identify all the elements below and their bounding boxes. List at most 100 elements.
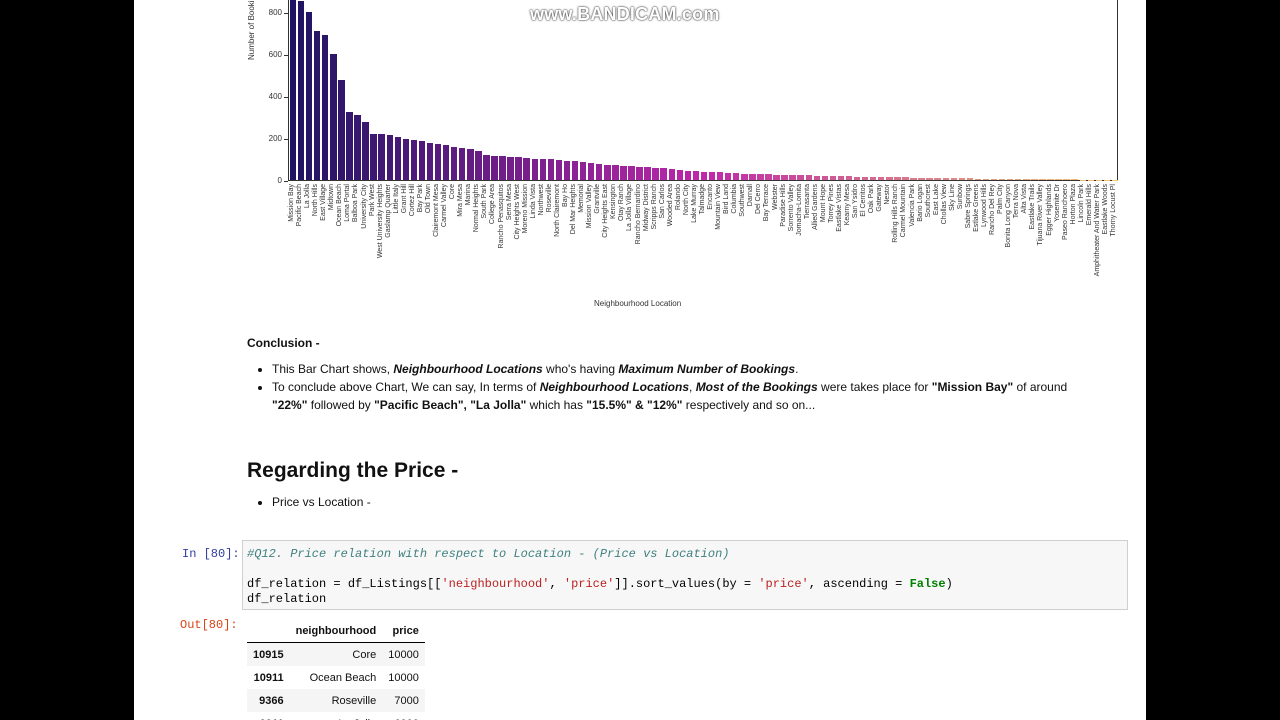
column-header: price (382, 619, 425, 643)
bar-62 (781, 174, 788, 180)
section-bullet: Price vs Location - (272, 493, 1117, 511)
x-tick-label: San Ysidro (852, 184, 860, 219)
x-tick-label: Rancho Del Rey (989, 184, 997, 235)
x-tick-label: Palm City (997, 184, 1005, 214)
bar-47 (660, 168, 667, 180)
bar-15 (402, 138, 410, 180)
row-index: 10915 (253, 648, 284, 661)
x-tick-label: Carmel Mountain (900, 184, 908, 238)
bar-72 (861, 176, 869, 180)
bar-78 (910, 177, 917, 180)
text: who's having (542, 362, 619, 376)
bar-69 (837, 176, 845, 180)
x-tick-label: Jomacha-Lomita (795, 184, 803, 236)
input-prompt: In [80]: (182, 547, 240, 561)
x-tick-label: Eastlake Vistas (835, 184, 843, 232)
x-tick-label: Pacific Beach (296, 184, 304, 227)
x-tick-label: Sabre Springs (964, 184, 972, 229)
code: ) (945, 577, 953, 591)
y-tick-label: 800 (268, 7, 282, 17)
x-tick-label: Bonita Long Canyon (1005, 184, 1013, 248)
code-line: df_relation = df_Listings[['neighbourhoo… (247, 577, 1123, 592)
bar-67 (821, 175, 829, 180)
bar-85 (966, 178, 974, 180)
recording-watermark: www.BANDICAM.com (530, 4, 720, 24)
cell: La Jolla (290, 712, 383, 720)
code: , (549, 577, 564, 591)
bar-28 (507, 156, 514, 180)
x-tick-label: Torrey Pines (827, 184, 835, 223)
x-tick-label: Kearny Mesa (844, 184, 852, 226)
y-tick-mark (284, 181, 288, 182)
text: of around (1013, 380, 1068, 394)
x-tick-label: Roseville (545, 184, 553, 213)
bar-20 (442, 144, 450, 180)
bar-42 (620, 165, 627, 180)
bar-41 (612, 165, 619, 180)
bar-4 (313, 30, 321, 180)
x-tick-label: Thorny Locust Pl (1109, 184, 1117, 237)
bar-48 (668, 169, 675, 180)
code-comment: #Q12. Price relation with respect to Loc… (247, 547, 730, 561)
bar-50 (684, 170, 692, 180)
em-text: Maximum Number of Bookings (618, 362, 796, 376)
x-tick-label: Moreno Mission (521, 184, 529, 234)
conclusion-heading: Conclusion - (247, 336, 320, 350)
x-tick-label: Sunbow (956, 184, 964, 210)
x-tick-label: Allied Gardens (811, 184, 819, 230)
x-tick-label: College Area (489, 184, 497, 225)
x-tick-label: Webster (771, 184, 779, 210)
x-tick-label: Paseo Ranchoero (1061, 184, 1069, 241)
bar-8 (346, 111, 353, 180)
em-text: Most of the Bookings (695, 380, 818, 394)
text: followed by (307, 398, 375, 412)
y-tick-label: 400 (268, 91, 282, 101)
bar-33 (547, 159, 555, 180)
y-tick-label: 200 (268, 133, 282, 143)
bar-13 (386, 134, 393, 180)
row-index: 10911 (253, 671, 284, 684)
x-tick-label: Mission Bay (288, 184, 296, 222)
x-tick-label: Grant Hill (400, 184, 408, 214)
y-tick-label: 0 (277, 176, 282, 185)
x-tick-label: Bay Terrace (763, 184, 771, 222)
x-tick-label: Bay Park (416, 184, 424, 213)
cell: 6000 (382, 712, 425, 720)
bar-45 (644, 167, 651, 180)
x-tick-label: Clairemont Mesa (433, 184, 441, 237)
code: , ascending = (808, 577, 910, 591)
x-axis-label: Neighbourhood Location (594, 299, 682, 308)
x-tick-label: Memorial (578, 184, 586, 213)
bar-55 (724, 172, 732, 180)
bar-89 (998, 178, 1006, 180)
x-tick-label: Chollas View (940, 184, 948, 225)
bar-74 (878, 177, 885, 180)
x-tick-label: Yosemite Dr (1053, 184, 1061, 222)
code-string: 'neighbourhood' (441, 577, 550, 591)
em-text: Neighbourhood Locations (539, 380, 690, 394)
bar-61 (773, 174, 780, 180)
bar-71 (853, 176, 861, 180)
bar-46 (652, 167, 659, 180)
x-tick-label: Mount Hope (819, 184, 827, 223)
bar-49 (676, 170, 684, 180)
y-tick-mark (284, 96, 288, 98)
text: . (795, 362, 799, 376)
bar-2 (297, 1, 305, 180)
row-index: 9911 (247, 712, 290, 720)
x-tick-label: Lincoln Park (1077, 184, 1085, 223)
code-cell[interactable]: #Q12. Price relation with respect to Loc… (242, 540, 1128, 610)
x-tick-label: Sorrento Valley (787, 184, 795, 232)
bar-18 (426, 142, 434, 180)
bar-86 (974, 178, 982, 180)
section-heading: Regarding the Price - (247, 459, 459, 482)
text: which has (526, 398, 587, 412)
bar-37 (579, 162, 587, 180)
x-tick-label: Tierrasanta (803, 184, 811, 220)
notebook-page: Number of Bookings 0 200 400 600 800 Mission… (134, 0, 1146, 720)
bar-25 (483, 154, 490, 180)
bar-23 (467, 149, 474, 180)
x-tick-label: Serra Mesa (505, 184, 513, 221)
bar-77 (902, 177, 909, 180)
y-tick-label: 600 (268, 49, 282, 59)
